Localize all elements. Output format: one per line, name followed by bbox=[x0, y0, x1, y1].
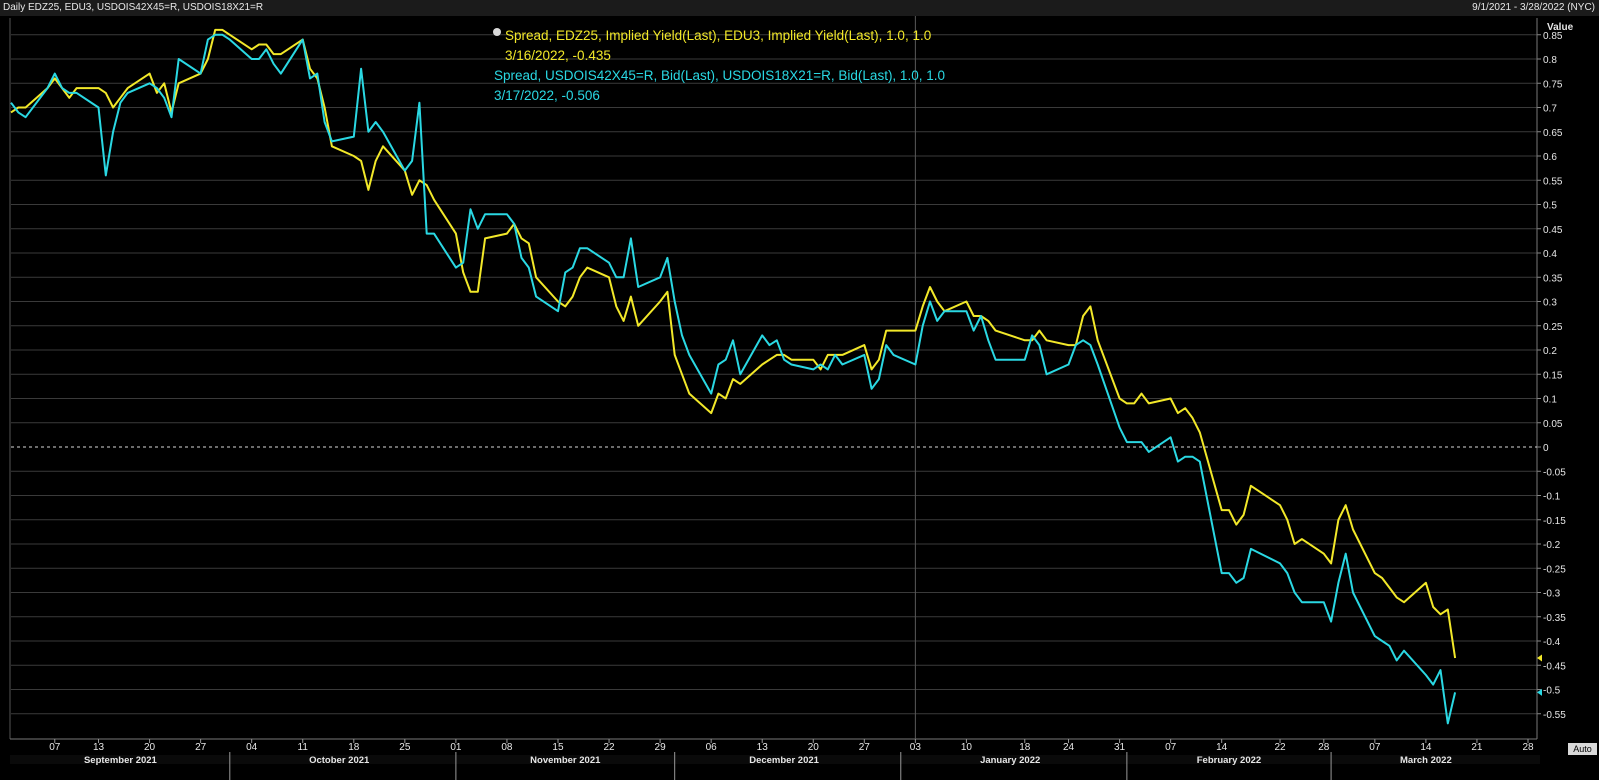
y-tick-label: 0.2 bbox=[1543, 346, 1557, 357]
x-tick-label: 14 bbox=[1216, 742, 1228, 753]
x-tick-label: 13 bbox=[757, 742, 769, 753]
x-tick-label: 07 bbox=[49, 742, 61, 753]
month-label: March 2022 bbox=[1400, 755, 1452, 766]
y-tick-label: 0.45 bbox=[1543, 225, 1563, 236]
y-tick-label: -0.25 bbox=[1543, 564, 1566, 575]
y-tick-label: 0.75 bbox=[1543, 79, 1563, 90]
y-tick-label: -0.55 bbox=[1543, 710, 1566, 721]
month-band bbox=[10, 755, 1540, 764]
legend-yellow-name: Spread, EDZ25, Implied Yield(Last), EDU3… bbox=[505, 28, 932, 43]
x-tick-label: 01 bbox=[450, 742, 462, 753]
x-tick-label: 06 bbox=[706, 742, 718, 753]
y-tick-label: 0.8 bbox=[1543, 55, 1557, 66]
month-label: October 2021 bbox=[309, 755, 370, 766]
chart-title: Daily EDZ25, EDU3, USDOIS42X45=R, USDOIS… bbox=[3, 2, 264, 13]
legend-yellow-value: 3/16/2022, -0.435 bbox=[505, 48, 611, 63]
last-value-marker-yellow bbox=[1537, 654, 1542, 662]
month-label: December 2021 bbox=[749, 755, 819, 766]
auto-scale-button[interactable]: Auto bbox=[1568, 743, 1597, 755]
month-label: January 2022 bbox=[980, 755, 1040, 766]
y-tick-label: 0.05 bbox=[1543, 419, 1563, 430]
series-line-cyan bbox=[10, 33, 1457, 725]
x-tick-label: 03 bbox=[910, 742, 922, 753]
chart-header-bar: Daily EDZ25, EDU3, USDOIS42X45=R, USDOIS… bbox=[0, 0, 1599, 16]
series-line-yellow bbox=[10, 28, 1457, 659]
y-tick-label: 0.25 bbox=[1543, 322, 1563, 333]
y-tick-label: 0.35 bbox=[1543, 273, 1563, 284]
x-tick-label: 28 bbox=[1522, 742, 1534, 753]
month-label: September 2021 bbox=[84, 755, 158, 766]
x-tick-label: 07 bbox=[1369, 742, 1381, 753]
x-tick-label: 14 bbox=[1420, 742, 1432, 753]
y-tick-label: -0.05 bbox=[1543, 467, 1566, 478]
x-tick-label: 04 bbox=[246, 742, 258, 753]
y-tick-label: 0.7 bbox=[1543, 104, 1557, 115]
x-tick-label: 10 bbox=[961, 742, 973, 753]
legend-bullet-icon bbox=[493, 28, 501, 36]
x-tick-label: 31 bbox=[1114, 742, 1126, 753]
x-tick-label: 27 bbox=[195, 742, 207, 753]
legend-cyan-value: 3/17/2022, -0.506 bbox=[494, 88, 600, 103]
x-tick-label: 20 bbox=[808, 742, 820, 753]
y-tick-label: -0.45 bbox=[1543, 661, 1566, 672]
x-tick-label: 11 bbox=[298, 742, 309, 753]
legend-cyan: Spread, USDOIS42X45=R, Bid(Last), USDOIS… bbox=[494, 66, 945, 106]
last-value-marker-cyan bbox=[1537, 688, 1542, 696]
x-tick-label: 28 bbox=[1318, 742, 1330, 753]
x-tick-label: 15 bbox=[552, 742, 564, 753]
x-tick-label: 08 bbox=[501, 742, 513, 753]
x-tick-label: 22 bbox=[1274, 742, 1286, 753]
y-tick-label: 0.85 bbox=[1543, 31, 1563, 42]
y-tick-label: 0.4 bbox=[1543, 249, 1557, 260]
y-tick-label: -0.1 bbox=[1543, 492, 1561, 503]
x-tick-label: 21 bbox=[1471, 742, 1483, 753]
legend-cyan-name: Spread, USDOIS42X45=R, Bid(Last), USDOIS… bbox=[494, 68, 945, 83]
y-tick-label: -0.3 bbox=[1543, 589, 1561, 600]
date-range: 9/1/2021 - 3/28/2022 (NYC) bbox=[1472, 2, 1595, 13]
x-tick-label: 24 bbox=[1063, 742, 1075, 753]
y-tick-label: 0.3 bbox=[1543, 298, 1557, 309]
y-tick-label: -0.2 bbox=[1543, 540, 1561, 551]
x-tick-label: 18 bbox=[1019, 742, 1031, 753]
x-tick-label: 18 bbox=[348, 742, 360, 753]
line-chart[interactable]: 0.85 0.8 0.75 0.7 0.65 0.6 0.55 0.5 0.45 0.4 0.35 0… bbox=[0, 16, 1599, 780]
month-label: February 2022 bbox=[1197, 755, 1261, 766]
x-tick-label: 07 bbox=[1165, 742, 1177, 753]
y-tick-label: 0.1 bbox=[1543, 395, 1557, 406]
y-axis-title: Value bbox=[1547, 22, 1574, 33]
y-tick-label: 0.15 bbox=[1543, 370, 1563, 381]
y-tick-label: -0.4 bbox=[1543, 637, 1561, 648]
y-tick-label: 0 bbox=[1543, 443, 1549, 454]
y-tick-label: 0.55 bbox=[1543, 176, 1563, 187]
legend-yellow: Spread, EDZ25, Implied Yield(Last), EDU3… bbox=[505, 26, 931, 66]
y-tick-label: -0.15 bbox=[1543, 516, 1566, 527]
y-tick-label: -0.5 bbox=[1543, 686, 1561, 697]
x-tick-label: 25 bbox=[399, 742, 411, 753]
x-tick-label: 22 bbox=[603, 742, 615, 753]
month-label: November 2021 bbox=[530, 755, 601, 766]
x-tick-label: 20 bbox=[144, 742, 156, 753]
y-tick-label: 0.6 bbox=[1543, 152, 1557, 163]
x-tick-label: 29 bbox=[655, 742, 667, 753]
y-tick-label: 0.65 bbox=[1543, 128, 1563, 139]
x-tick-label: 13 bbox=[93, 742, 105, 753]
x-tick-label: 27 bbox=[859, 742, 871, 753]
y-tick-label: -0.35 bbox=[1543, 613, 1566, 624]
y-tick-label: 0.5 bbox=[1543, 201, 1557, 212]
